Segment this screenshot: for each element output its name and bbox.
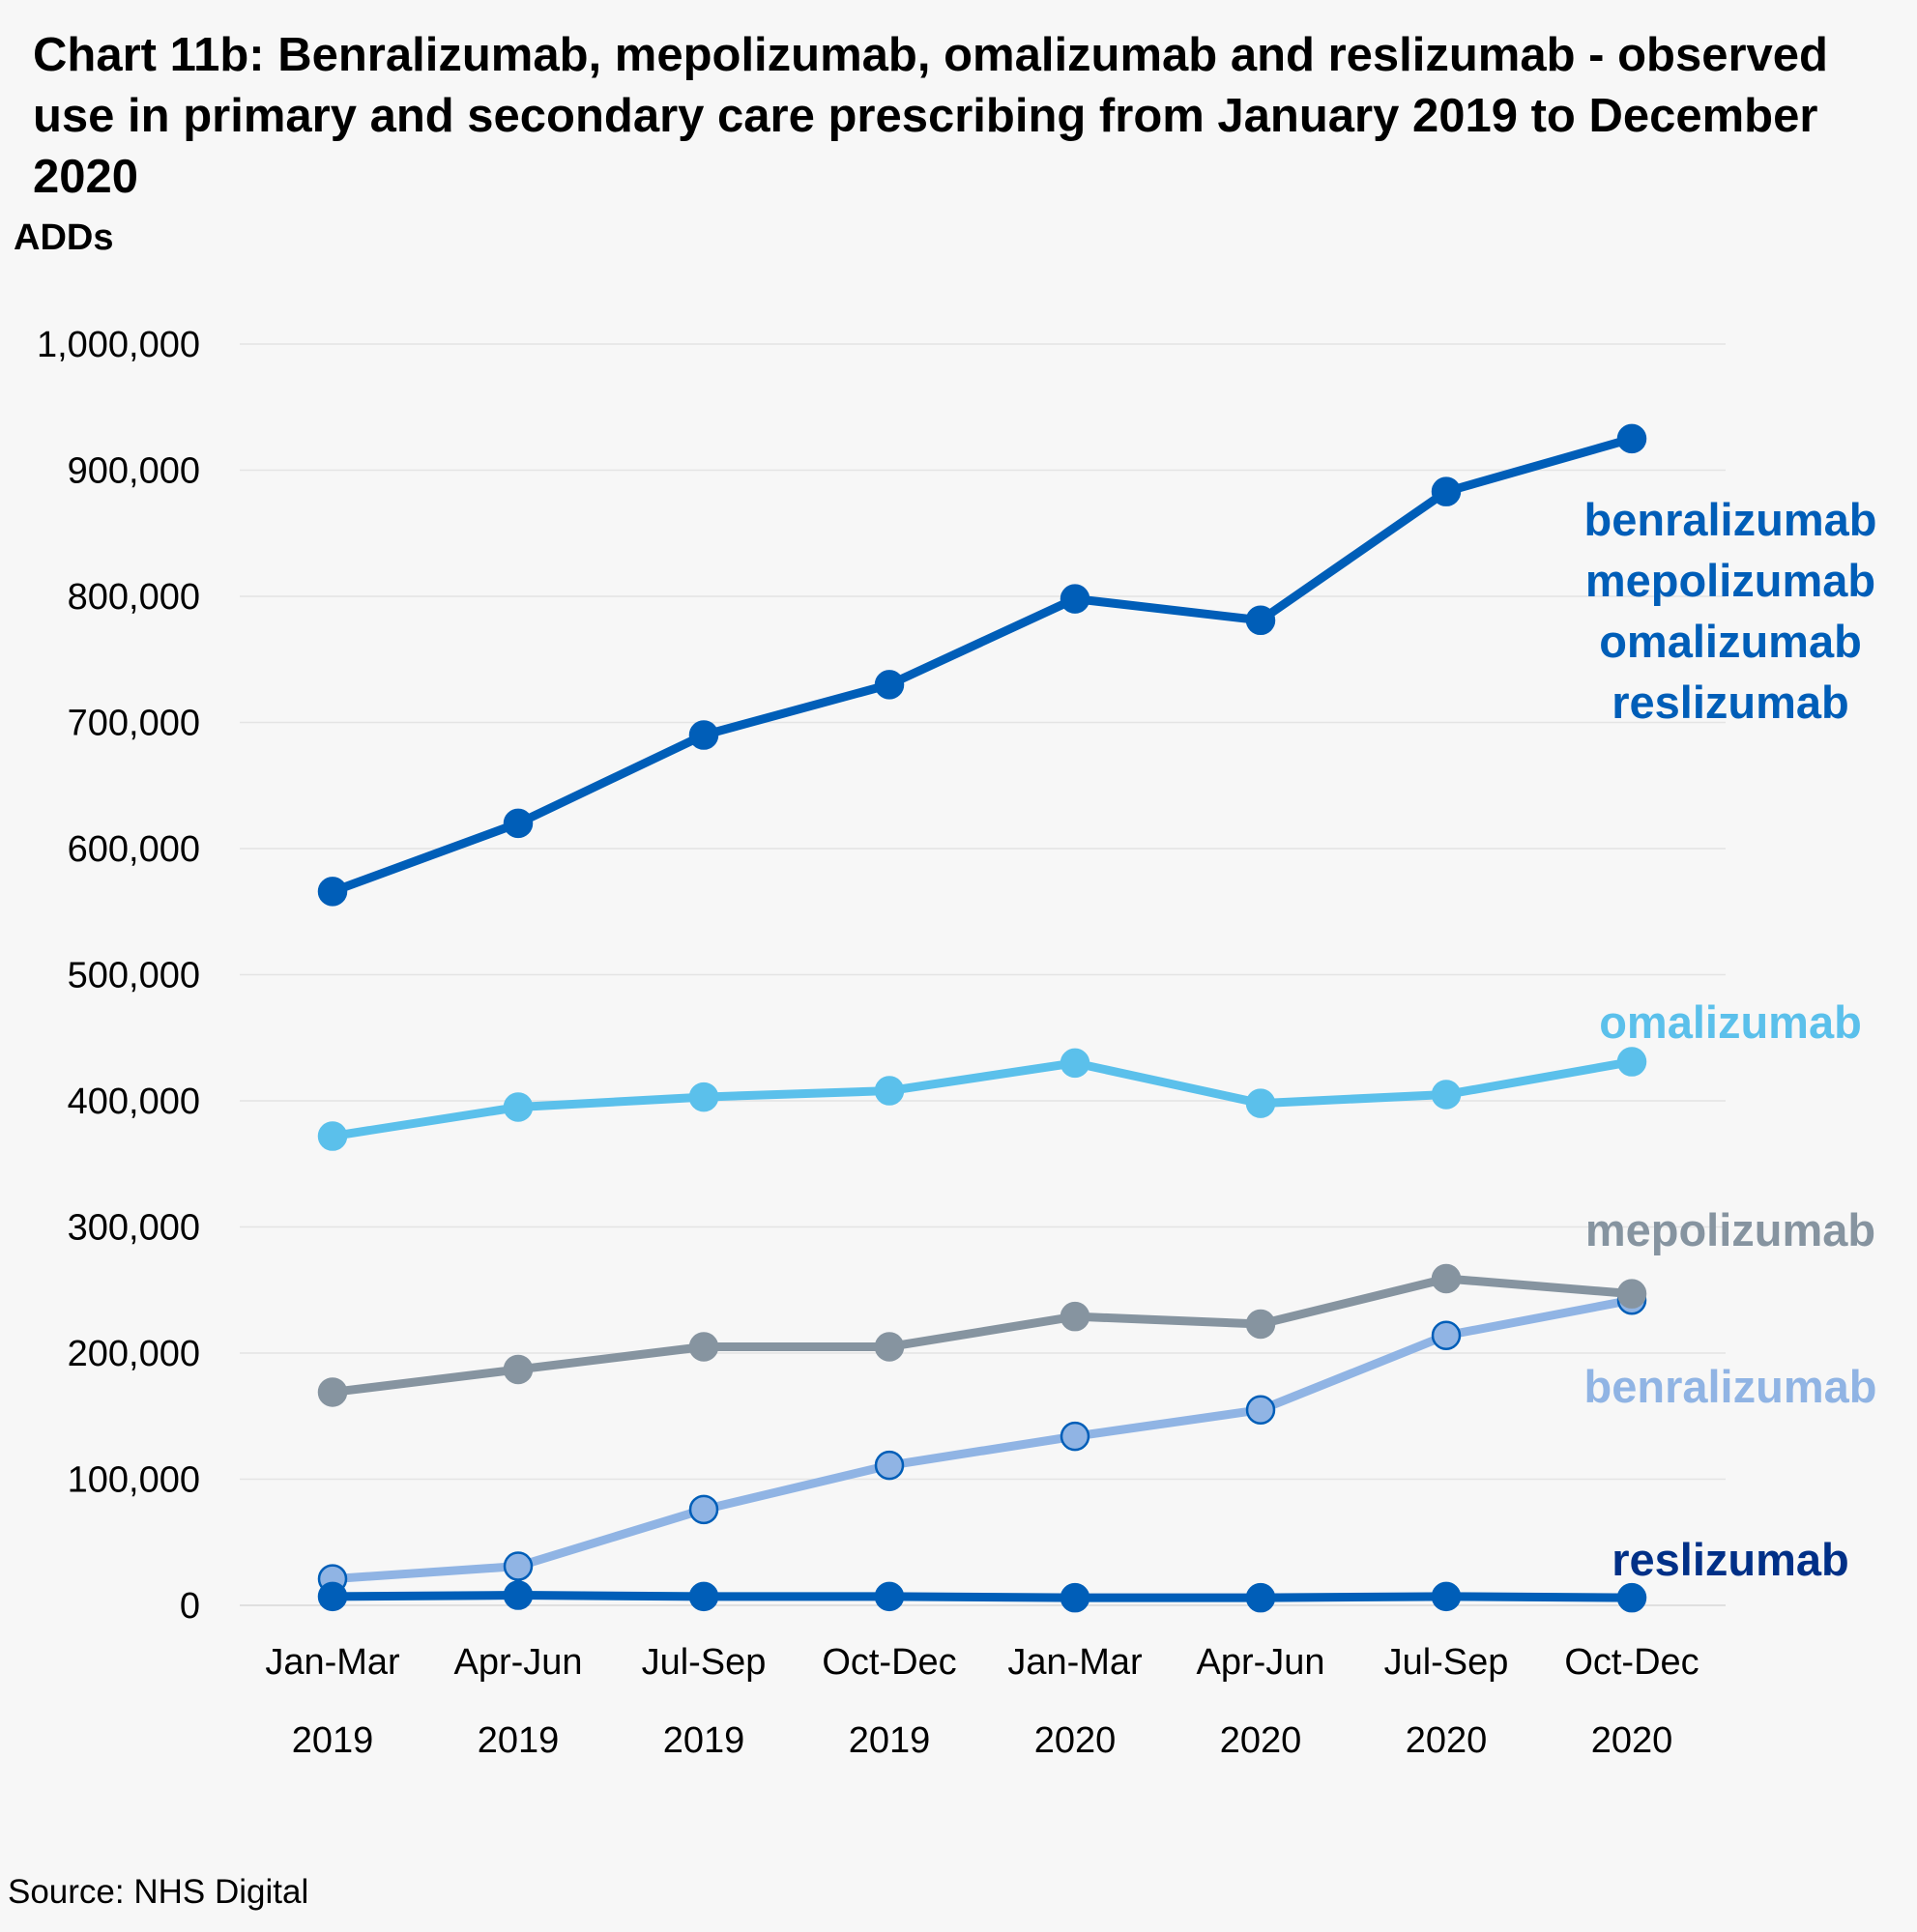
y-tick-label: 600,000: [68, 829, 200, 870]
data-point-omalizumab: [1060, 1048, 1090, 1079]
data-point-omalizumab: [317, 1121, 348, 1151]
series-label: omalizumab: [1599, 616, 1862, 667]
data-point-mepolizumab: [1431, 1263, 1462, 1294]
x-tick-label: Oct-Dec: [1564, 1642, 1699, 1683]
data-point-benralizumab: [1060, 1421, 1090, 1452]
series-label: benralizumab: [1584, 494, 1877, 545]
data-point-reslizumab: [1060, 1582, 1090, 1613]
data-point-benralizumab: [1245, 1395, 1276, 1425]
chart-title: Chart 11b: Benralizumab, mepolizumab, om…: [33, 29, 1828, 203]
series-label: reslizumab: [1612, 1534, 1849, 1585]
series-label: benralizumab: [1584, 1361, 1877, 1412]
x-tick-label: Jan-Mar: [265, 1642, 400, 1683]
data-point-benralizumab: [503, 808, 534, 839]
x-tick-year-label: 2019: [849, 1720, 931, 1761]
x-tick-label: Jul-Sep: [1384, 1642, 1509, 1683]
data-point-mepolizumab: [688, 1332, 719, 1362]
data-point-reslizumab: [1245, 1582, 1276, 1613]
y-tick-label: 200,000: [68, 1334, 200, 1374]
y-axis-unit-label: ADDs: [14, 217, 114, 258]
series-line-omalizumab: [328, 1057, 1637, 1141]
data-point-omalizumab: [874, 1076, 905, 1106]
x-tick-year-label: 2020: [1406, 1720, 1488, 1761]
data-point-reslizumab: [688, 1581, 719, 1612]
y-tick-label: 300,000: [68, 1208, 200, 1249]
y-tick-label: 100,000: [68, 1460, 200, 1501]
series-line-benralizumab: [328, 1295, 1637, 1584]
x-tick-year-label: 2019: [663, 1720, 745, 1761]
data-point-benralizumab: [503, 1551, 534, 1581]
data-point-benralizumab: [1616, 423, 1647, 454]
data-point-omalizumab: [1616, 1047, 1647, 1077]
y-tick-label: 500,000: [68, 956, 200, 996]
series-line-mepolizumab: [328, 1274, 1637, 1397]
data-point-omalizumab: [1245, 1088, 1276, 1118]
data-point-omalizumab: [503, 1092, 534, 1122]
data-point-reslizumab: [874, 1581, 905, 1612]
data-point-benralizumab: [874, 670, 905, 700]
data-point-reslizumab: [503, 1580, 534, 1610]
data-point-reslizumab: [1431, 1581, 1462, 1612]
data-point-mepolizumab: [874, 1332, 905, 1362]
data-point-reslizumab: [317, 1581, 348, 1612]
y-tick-label: 400,000: [68, 1081, 200, 1122]
x-tick-year-label: 2020: [1034, 1720, 1117, 1761]
data-point-mepolizumab: [503, 1354, 534, 1385]
data-point-omalizumab: [1431, 1080, 1462, 1110]
series-label: mepolizumab: [1585, 1204, 1875, 1255]
x-tick-year-label: 2019: [292, 1720, 374, 1761]
x-tick-label: Jul-Sep: [642, 1642, 767, 1683]
series-label: omalizumab: [1599, 996, 1862, 1048]
data-point-mepolizumab: [317, 1377, 348, 1407]
data-point-benralizumab: [1431, 1320, 1462, 1350]
data-point-benralizumab: [1245, 605, 1276, 636]
x-tick-label: Oct-Dec: [822, 1642, 956, 1683]
x-tick-label: Apr-Jun: [1196, 1642, 1324, 1683]
data-point-omalizumab: [688, 1081, 719, 1112]
data-point-reslizumab: [1616, 1582, 1647, 1613]
series-line-benralizumab: [328, 434, 1637, 896]
x-tick-year-label: 2020: [1220, 1720, 1302, 1761]
series-label: mepolizumab: [1585, 555, 1875, 606]
data-point-benralizumab: [1431, 476, 1462, 506]
x-tick-year-label: 2019: [478, 1720, 560, 1761]
y-tick-label: 700,000: [68, 704, 200, 744]
data-point-mepolizumab: [1060, 1301, 1090, 1332]
x-tick-year-label: 2020: [1591, 1720, 1673, 1761]
y-tick-label: 900,000: [68, 451, 200, 492]
source-note: Source: NHS Digital: [8, 1873, 309, 1911]
y-tick-label: 0: [180, 1586, 200, 1627]
data-point-benralizumab: [874, 1450, 905, 1481]
series-label: reslizumab: [1612, 677, 1849, 728]
data-point-mepolizumab: [1245, 1309, 1276, 1340]
data-point-benralizumab: [1060, 584, 1090, 614]
data-point-benralizumab: [317, 877, 348, 907]
data-point-mepolizumab: [1616, 1279, 1647, 1309]
x-tick-label: Apr-Jun: [453, 1642, 582, 1683]
x-tick-label: Jan-Mar: [1007, 1642, 1143, 1683]
data-point-benralizumab: [688, 1494, 719, 1525]
y-tick-label: 800,000: [68, 577, 200, 618]
y-tick-label: 1,000,000: [37, 325, 200, 365]
data-point-benralizumab: [688, 720, 719, 750]
series-line-reslizumab: [328, 1591, 1637, 1602]
